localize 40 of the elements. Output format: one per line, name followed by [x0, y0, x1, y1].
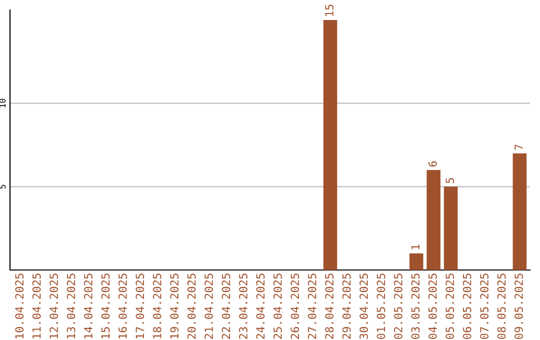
- x-tick-label: 14.04.2025: [84, 274, 92, 338]
- x-tick-label: 29.04.2025: [342, 274, 351, 339]
- x-tick-label: 05.05.2025: [446, 274, 454, 339]
- x-tick-label: 13.04.2025: [66, 274, 76, 338]
- x-tick-label: 22.04.2025: [222, 274, 230, 339]
- bar: [512, 153, 527, 270]
- data-label: 7: [514, 144, 523, 150]
- x-tick-label: 06.05.2025: [462, 274, 472, 339]
- x-tick-label: 01.05.2025: [376, 274, 386, 339]
- x-tick-label: 02.05.2025: [394, 274, 402, 339]
- x-tick-label: 15.04.2025: [101, 274, 110, 338]
- data-label: 1: [411, 244, 420, 250]
- bar: [323, 20, 338, 270]
- x-tick-label: 08.05.2025: [497, 274, 506, 339]
- x-tick-label: 24.04.2025: [256, 274, 265, 339]
- x-tick-label: 21.04.2025: [204, 274, 213, 339]
- x-tick-label: 17.04.2025: [136, 274, 144, 338]
- x-tick-label: 11.04.2025: [32, 274, 41, 338]
- x-tick-label: 30.04.2025: [360, 274, 368, 339]
- bar: [409, 253, 424, 270]
- x-tick-label: 16.04.2025: [118, 274, 127, 338]
- data-label: 6: [428, 161, 437, 166]
- x-tick-label: 20.04.2025: [187, 274, 196, 339]
- x-tick-label: 04.05.2025: [428, 274, 437, 339]
- x-tick-label: 10.04.2025: [15, 274, 24, 338]
- bar: [444, 186, 458, 270]
- x-tick-label: 03.05.2025: [411, 274, 420, 339]
- x-tick-label: 07.05.2025: [480, 274, 488, 339]
- x-tick-label: 26.04.2025: [290, 274, 300, 339]
- x-tick-label: 28.04.2025: [325, 274, 334, 339]
- x-tick-label: 12.04.2025: [50, 274, 58, 338]
- x-tick-label: 23.04.2025: [239, 274, 248, 339]
- x-tick-label: 18.04.2025: [152, 274, 162, 338]
- data-label: 5: [446, 178, 454, 184]
- x-tick-label: 09.05.2025: [514, 274, 523, 339]
- x-tick-label: 19.04.2025: [170, 274, 179, 338]
- x-tick-label: 25.04.2025: [273, 274, 282, 339]
- data-label: 15: [325, 4, 334, 16]
- bar: [426, 170, 440, 270]
- x-tick-label: 27.04.2025: [308, 274, 316, 339]
